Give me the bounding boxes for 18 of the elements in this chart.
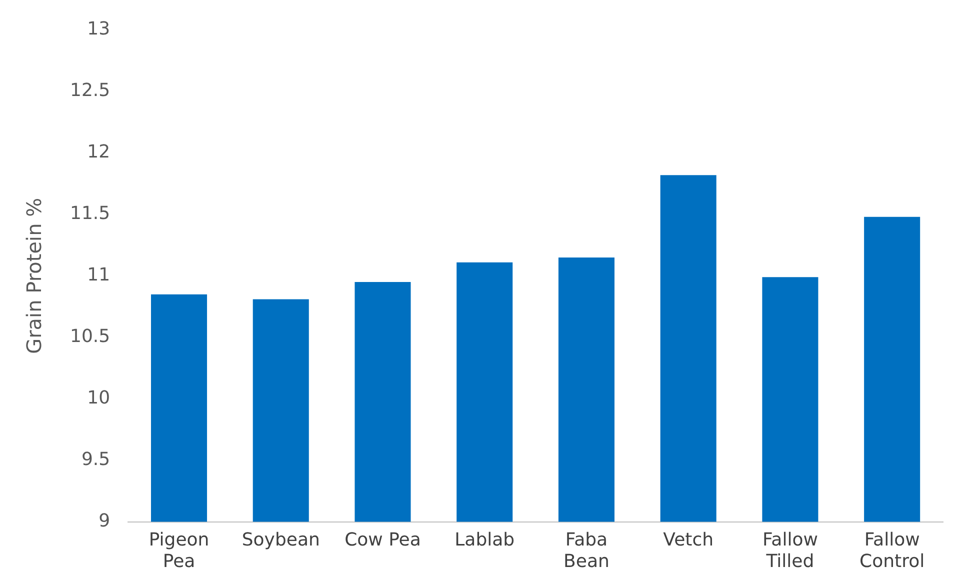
y-tick-label: 10 xyxy=(87,388,110,409)
y-tick-label: 11 xyxy=(87,264,110,286)
y-tick-label: 12.5 xyxy=(70,80,110,102)
y-tick-label: 12 xyxy=(87,142,110,163)
y-tick-label: 13 xyxy=(87,18,110,40)
x-tick-label: Soybean xyxy=(242,529,320,550)
x-tick-label: Cow Pea xyxy=(344,529,421,550)
y-tick-label: 9.5 xyxy=(81,448,110,470)
x-tick-label: Lablab xyxy=(454,529,515,550)
x-tick-label: Pigeon Pea xyxy=(148,529,210,572)
x-tick-label: Vetch xyxy=(663,529,714,550)
y-tick-label: 11.5 xyxy=(70,203,110,224)
x-tick-label: Fallow Tilled xyxy=(762,529,818,572)
y-tick-label: 10.5 xyxy=(70,326,110,348)
y-axis-title: Grain Protein % xyxy=(22,198,46,354)
x-tick-label: Fallow Control xyxy=(860,529,925,572)
y-tick-label: 9 xyxy=(98,510,110,532)
x-tick-label: Faba Bean xyxy=(564,529,610,572)
